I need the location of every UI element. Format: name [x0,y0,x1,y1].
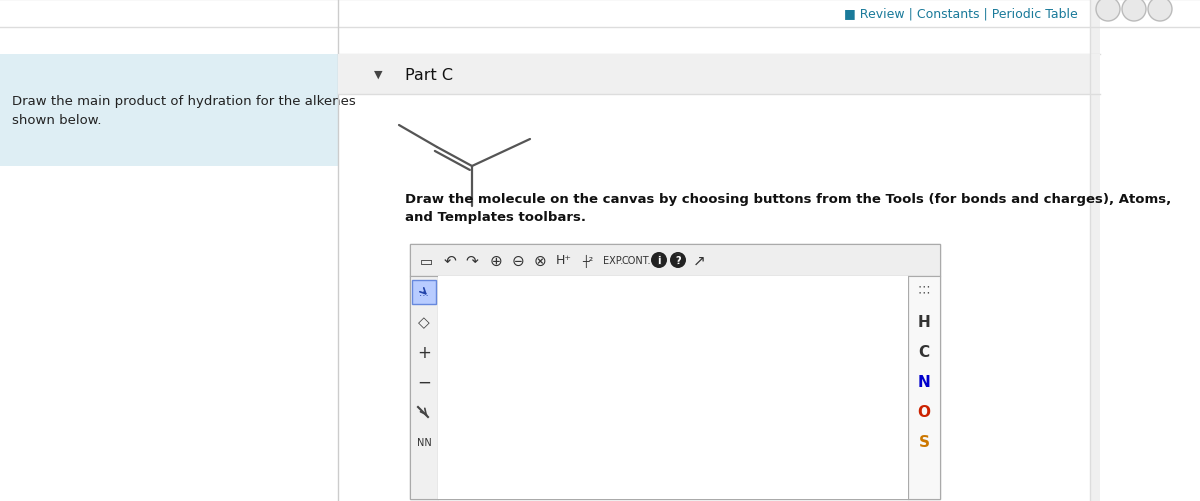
Text: CONT.: CONT. [622,256,650,266]
Text: ?: ? [674,253,682,268]
Text: …: … [419,288,428,298]
Text: ⊕: ⊕ [490,253,503,268]
Circle shape [1148,0,1172,22]
Text: O: O [918,405,930,420]
Text: H: H [918,315,930,330]
Circle shape [670,253,686,269]
Text: Part C: Part C [406,67,454,82]
Text: S: S [918,435,930,449]
Bar [410,277,438,499]
Text: ◇: ◇ [418,315,430,330]
Text: ⋯: ⋯ [918,286,930,299]
Bar [338,55,1100,95]
Text: ↷: ↷ [466,253,479,268]
Bar [410,244,940,277]
Text: ▭: ▭ [420,254,432,268]
Text: ▼: ▼ [373,70,383,80]
Text: EXP.: EXP. [602,256,623,266]
Text: +: + [418,343,431,361]
Text: N: N [918,375,930,390]
Text: ℹ: ℹ [656,253,662,268]
Text: i: i [658,256,661,266]
Text: ?: ? [676,256,680,266]
Text: ⊗: ⊗ [534,253,546,268]
Bar [438,277,908,499]
Text: H⁺: H⁺ [556,254,572,267]
Text: NN: NN [416,437,431,447]
Text: ⋯: ⋯ [918,280,930,293]
Bar [412,281,436,305]
Circle shape [1122,0,1146,22]
Circle shape [650,253,667,269]
Text: Draw the main product of hydration for the alkenes
shown below.: Draw the main product of hydration for t… [12,95,355,127]
Text: ↶: ↶ [444,253,456,268]
Bar [0,55,338,167]
Bar [410,244,940,499]
Bar [908,277,940,499]
Text: Draw the molecule on the canvas by choosing buttons from the Tools (for bonds an: Draw the molecule on the canvas by choos… [406,192,1171,224]
Circle shape [1096,0,1120,22]
Bar [1090,0,1100,501]
Text: C: C [918,345,930,360]
Text: ↗: ↗ [692,253,706,268]
Text: −: − [418,373,431,391]
Text: ■ Review | Constants | Periodic Table: ■ Review | Constants | Periodic Table [845,8,1078,21]
Text: ⊖: ⊖ [511,253,524,268]
Text: ┼²: ┼² [582,254,594,267]
